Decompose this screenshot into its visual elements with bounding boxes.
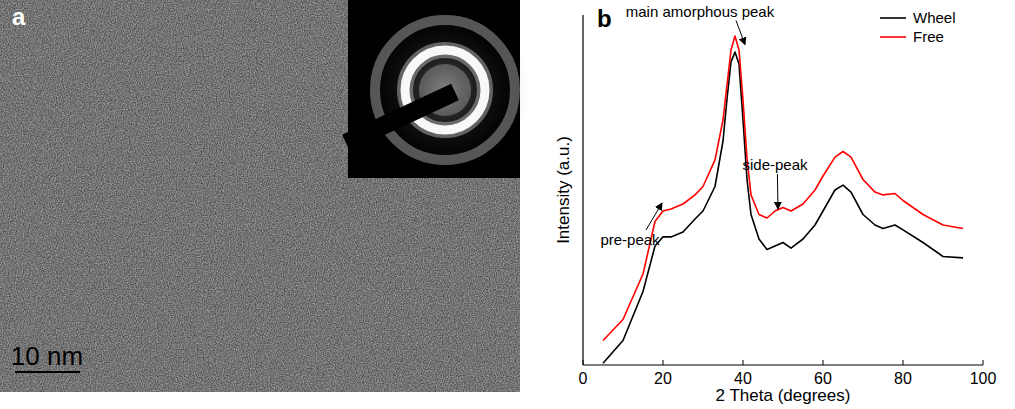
legend-swatch [880, 17, 906, 19]
x-tick [663, 360, 664, 365]
y-axis [582, 15, 583, 365]
x-tick [583, 360, 584, 365]
x-tick-label: 60 [814, 370, 832, 387]
x-tick [743, 360, 744, 365]
legend-label: Wheel [913, 9, 956, 26]
scale-bar [15, 371, 80, 373]
annotation: pre-peak [600, 231, 660, 248]
x-tick [983, 360, 984, 365]
series-line [603, 36, 963, 341]
x-tick-label: 40 [734, 370, 752, 387]
x-tick-label: 0 [579, 370, 588, 387]
x-tick-label: 100 [970, 370, 997, 387]
y-axis-title: Intensity (a.u.) [554, 136, 573, 244]
panel-label: b [597, 5, 612, 32]
xrd-panel: 0 20 40 60 80 100 2 Theta (degrees) Intensity (… [554, 3, 996, 406]
x-axis [583, 364, 983, 365]
panel-label: a [12, 3, 26, 30]
scale-bar-label: 10 nm [11, 341, 83, 371]
x-tick [823, 360, 824, 365]
x-tick [903, 360, 904, 365]
plot-area [603, 36, 963, 363]
legend: Wheel Free [880, 9, 956, 45]
annotation-arrow [646, 203, 662, 230]
beam-stopper [346, 92, 455, 143]
legend-swatch [880, 36, 906, 38]
saed-inset [346, 0, 530, 178]
annotation-arrow [777, 174, 779, 209]
tem-panel: a 10 nm [0, 0, 530, 392]
annotation-arrow [736, 21, 745, 45]
legend-label: Free [913, 28, 944, 45]
figure: a 10 nm 0 20 40 60 80 100 2 Theta (degrees) Inten… [0, 0, 1015, 409]
annotation: main amorphous peak [626, 3, 775, 20]
x-tick-label: 20 [654, 370, 672, 387]
annotation: side-peak [742, 156, 808, 173]
x-tick-label: 80 [894, 370, 912, 387]
x-axis-title: 2 Theta (degrees) [716, 386, 851, 405]
